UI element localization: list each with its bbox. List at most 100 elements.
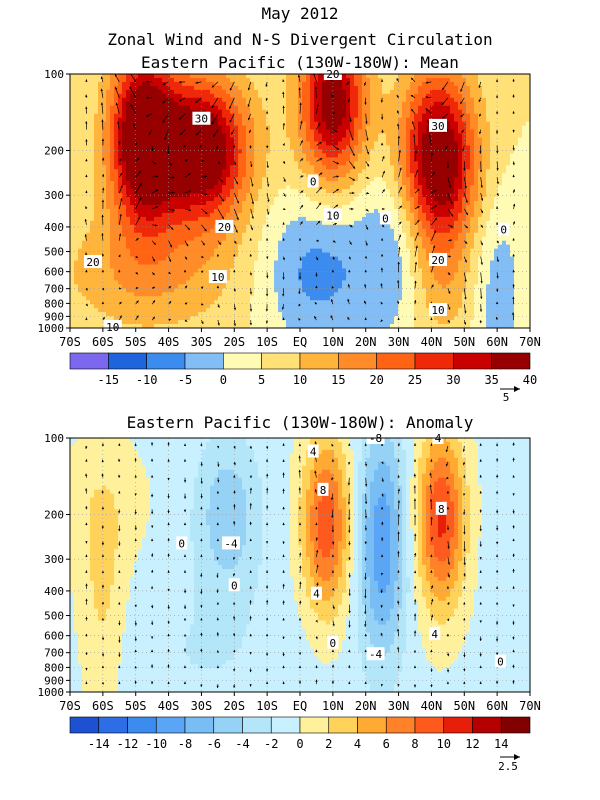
- mean-cell: [234, 105, 239, 111]
- mean-cell: [506, 121, 511, 127]
- mean-cell: [454, 161, 459, 166]
- mean-cell: [490, 113, 495, 119]
- mean-cell: [246, 157, 251, 162]
- mean-cell: [254, 169, 259, 174]
- mean-cell: [178, 240, 183, 246]
- mean-cell: [294, 81, 299, 87]
- mean-cell: [234, 85, 239, 91]
- mean-cell: [410, 220, 415, 226]
- mean-cell: [298, 133, 303, 139]
- mean-cell: [294, 133, 299, 139]
- mean-cell: [450, 177, 455, 182]
- mean-cell: [162, 204, 167, 210]
- mean-cell: [234, 201, 239, 206]
- mean-cell: [154, 77, 159, 83]
- mean-cell: [506, 109, 511, 115]
- mean-cell: [98, 81, 103, 87]
- mean-cell: [410, 145, 415, 151]
- mean-cell: [98, 113, 103, 119]
- mean-cell: [294, 189, 299, 194]
- mean-cell: [374, 153, 379, 158]
- mean-cell: [482, 85, 487, 91]
- mean-cell: [410, 121, 415, 127]
- mean-cell: [82, 149, 87, 154]
- mean-cell: [222, 81, 227, 87]
- mean-cell: [70, 125, 75, 131]
- mean-cell: [478, 105, 483, 111]
- mean-cell: [514, 85, 519, 91]
- mean-cell: [70, 232, 75, 238]
- mean-cell: [294, 77, 299, 83]
- mean-cell: [122, 153, 127, 158]
- mean-cell: [254, 173, 259, 178]
- mean-cell: [322, 85, 327, 91]
- mean-cell: [330, 117, 335, 123]
- mean-cell: [406, 145, 411, 151]
- mean-cell: [166, 185, 171, 190]
- figure-title-date: May 2012: [261, 4, 338, 23]
- mean-cell: [274, 236, 279, 242]
- mean-cell: [186, 177, 191, 182]
- mean-cell: [138, 220, 143, 226]
- mean-cell: [142, 161, 147, 166]
- mean-cell: [290, 117, 295, 123]
- mean-cell: [354, 220, 359, 226]
- mean-cell: [210, 109, 215, 115]
- mean-cell: [318, 129, 323, 135]
- mean-cell: [214, 125, 219, 131]
- mean-cell: [190, 157, 195, 162]
- mean-cell: [246, 145, 251, 151]
- mean-cell: [410, 212, 415, 218]
- mean-cell: [438, 208, 443, 214]
- mean-cell: [310, 212, 315, 218]
- mean-cell: [138, 125, 143, 131]
- mean-cell: [70, 141, 75, 147]
- mean-cell: [406, 121, 411, 127]
- mean-cell: [342, 109, 347, 115]
- mean-cell: [226, 244, 231, 250]
- mean-cell: [310, 220, 315, 226]
- mean-cell: [86, 197, 91, 202]
- mean-cell: [302, 109, 307, 115]
- mean-cell: [374, 240, 379, 246]
- mean-cell: [82, 212, 87, 218]
- mean-cell: [94, 89, 99, 95]
- mean-cell: [78, 228, 83, 234]
- mean-cell: [178, 133, 183, 139]
- mean-cell: [306, 157, 311, 162]
- mean-cell: [186, 133, 191, 139]
- mean-cell: [182, 232, 187, 238]
- mean-cell: [126, 236, 131, 242]
- mean-cell: [386, 189, 391, 194]
- mean-cell: [382, 101, 387, 107]
- mean-cell: [422, 201, 427, 206]
- mean-cell: [498, 193, 503, 198]
- mean-cell: [158, 133, 163, 139]
- mean-cell: [138, 181, 143, 186]
- mean-cell: [326, 129, 331, 135]
- mean-cell: [382, 85, 387, 91]
- mean-cell: [378, 89, 383, 95]
- mean-cell: [178, 201, 183, 206]
- mean-cell: [294, 105, 299, 111]
- mean-cell: [334, 157, 339, 162]
- mean-cell: [230, 109, 235, 115]
- mean-cell: [178, 197, 183, 202]
- mean-cell: [454, 232, 459, 238]
- mean-cell: [162, 101, 167, 107]
- mean-cell: [510, 105, 515, 111]
- mean-cell: [182, 224, 187, 230]
- mean-cell: [134, 169, 139, 174]
- mean-cell: [310, 109, 315, 115]
- mean-cell: [322, 77, 327, 83]
- mean-cell: [498, 74, 503, 79]
- mean-cell: [486, 177, 491, 182]
- mean-cell: [514, 173, 519, 178]
- mean-cell: [358, 74, 363, 79]
- mean-cell: [474, 208, 479, 214]
- mean-cell: [258, 113, 263, 119]
- mean-cell: [518, 121, 523, 127]
- mean-cell: [198, 137, 203, 143]
- mean-cell: [434, 204, 439, 210]
- mean-cell: [490, 165, 495, 170]
